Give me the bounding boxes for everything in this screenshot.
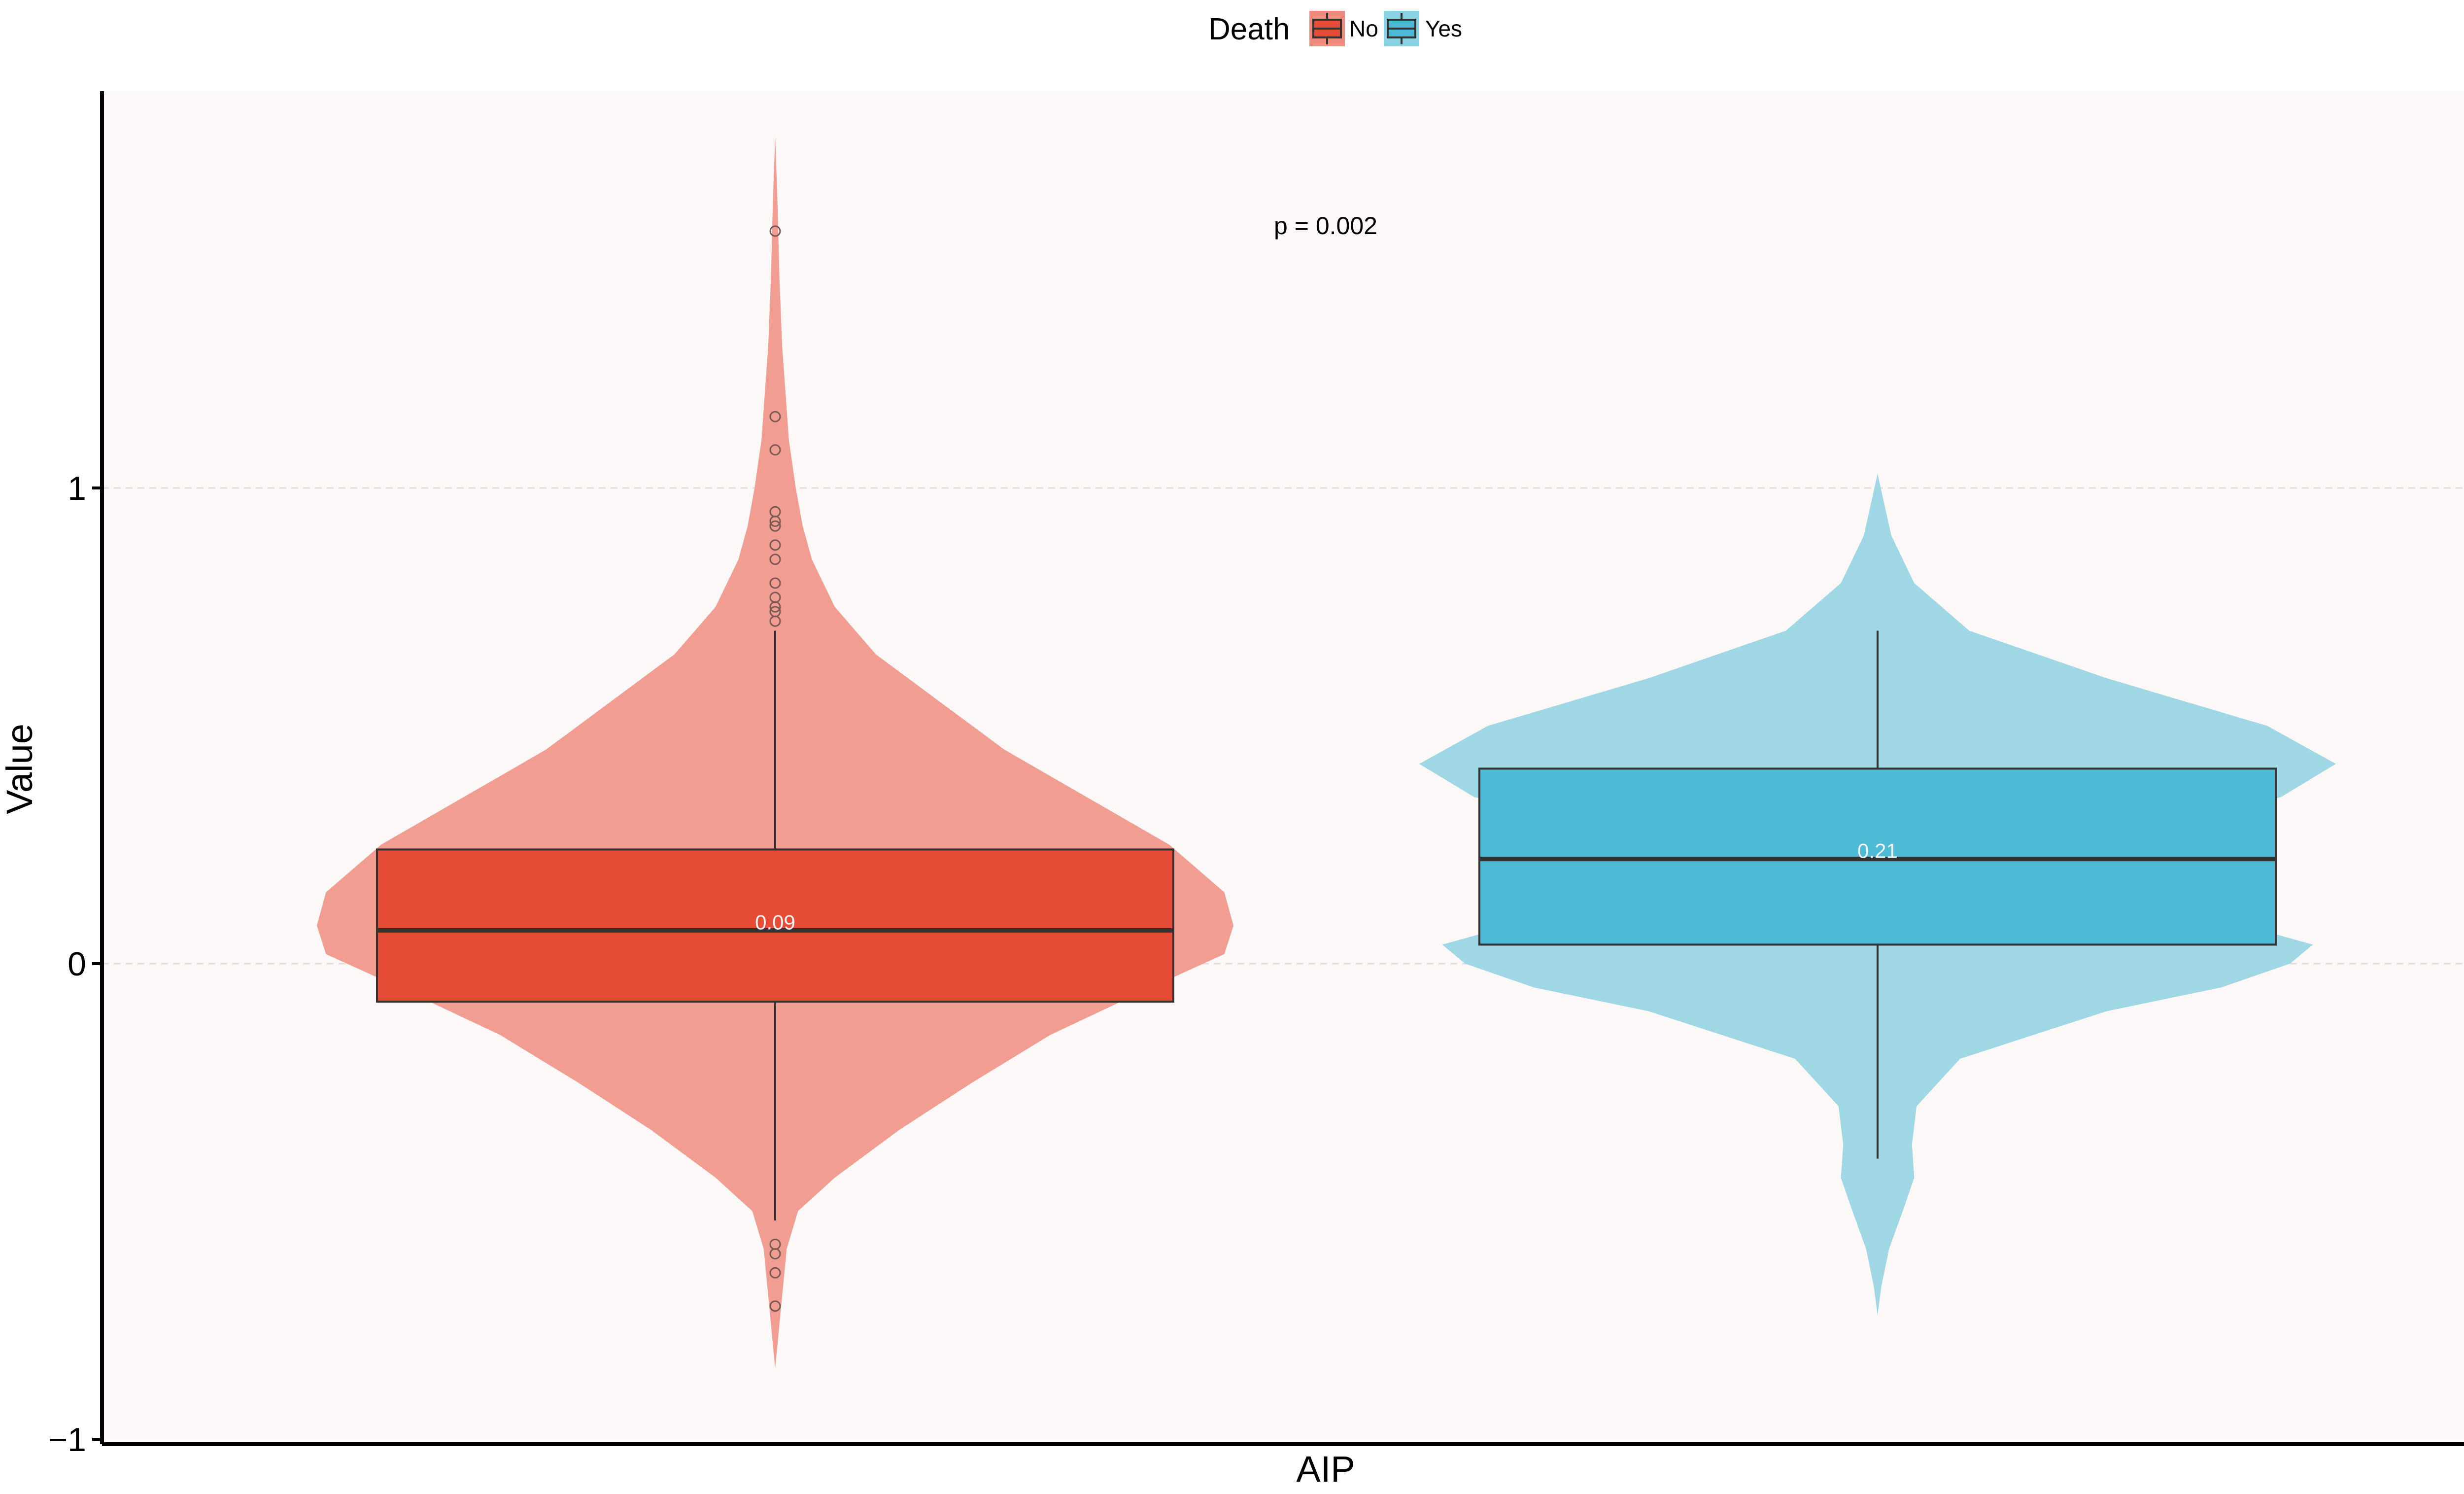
legend-title: Death — [1208, 12, 1290, 46]
x-axis-label: AIP — [1296, 1449, 1355, 1490]
legend: Death No Yes — [1208, 11, 1462, 46]
outliers — [769, 225, 781, 1312]
outlier-point — [769, 1248, 781, 1260]
outlier-point — [769, 577, 781, 589]
outlier-point — [769, 1300, 781, 1312]
outlier-point — [769, 554, 781, 565]
y-ticks: −1 0 1 — [48, 470, 102, 1459]
y-tick-label: −1 — [48, 1421, 86, 1459]
median-label-no: 0.09 — [755, 910, 795, 934]
y-tick-label: 0 — [68, 945, 86, 983]
outlier-point — [769, 615, 781, 627]
boxplots: 0.09 0.21 — [376, 630, 2277, 1221]
outlier-point — [769, 520, 781, 532]
y-axis-label: Value — [0, 724, 40, 814]
box-yes — [1478, 767, 2277, 946]
outlier-point — [769, 601, 781, 613]
outlier-point — [769, 225, 781, 237]
p-value-annotation: p = 0.002 — [1274, 212, 1377, 240]
legend-label-yes: Yes — [1425, 16, 1462, 41]
outlier-point — [769, 444, 781, 456]
outlier-point — [769, 411, 781, 422]
outlier-point — [769, 1267, 781, 1279]
box-no — [376, 848, 1174, 1003]
median-label-yes: 0.21 — [1857, 839, 1898, 863]
outlier-point — [769, 516, 781, 527]
y-tick-label: 1 — [68, 470, 86, 507]
outlier-point — [769, 539, 781, 551]
legend-label-no: No — [1349, 16, 1378, 41]
